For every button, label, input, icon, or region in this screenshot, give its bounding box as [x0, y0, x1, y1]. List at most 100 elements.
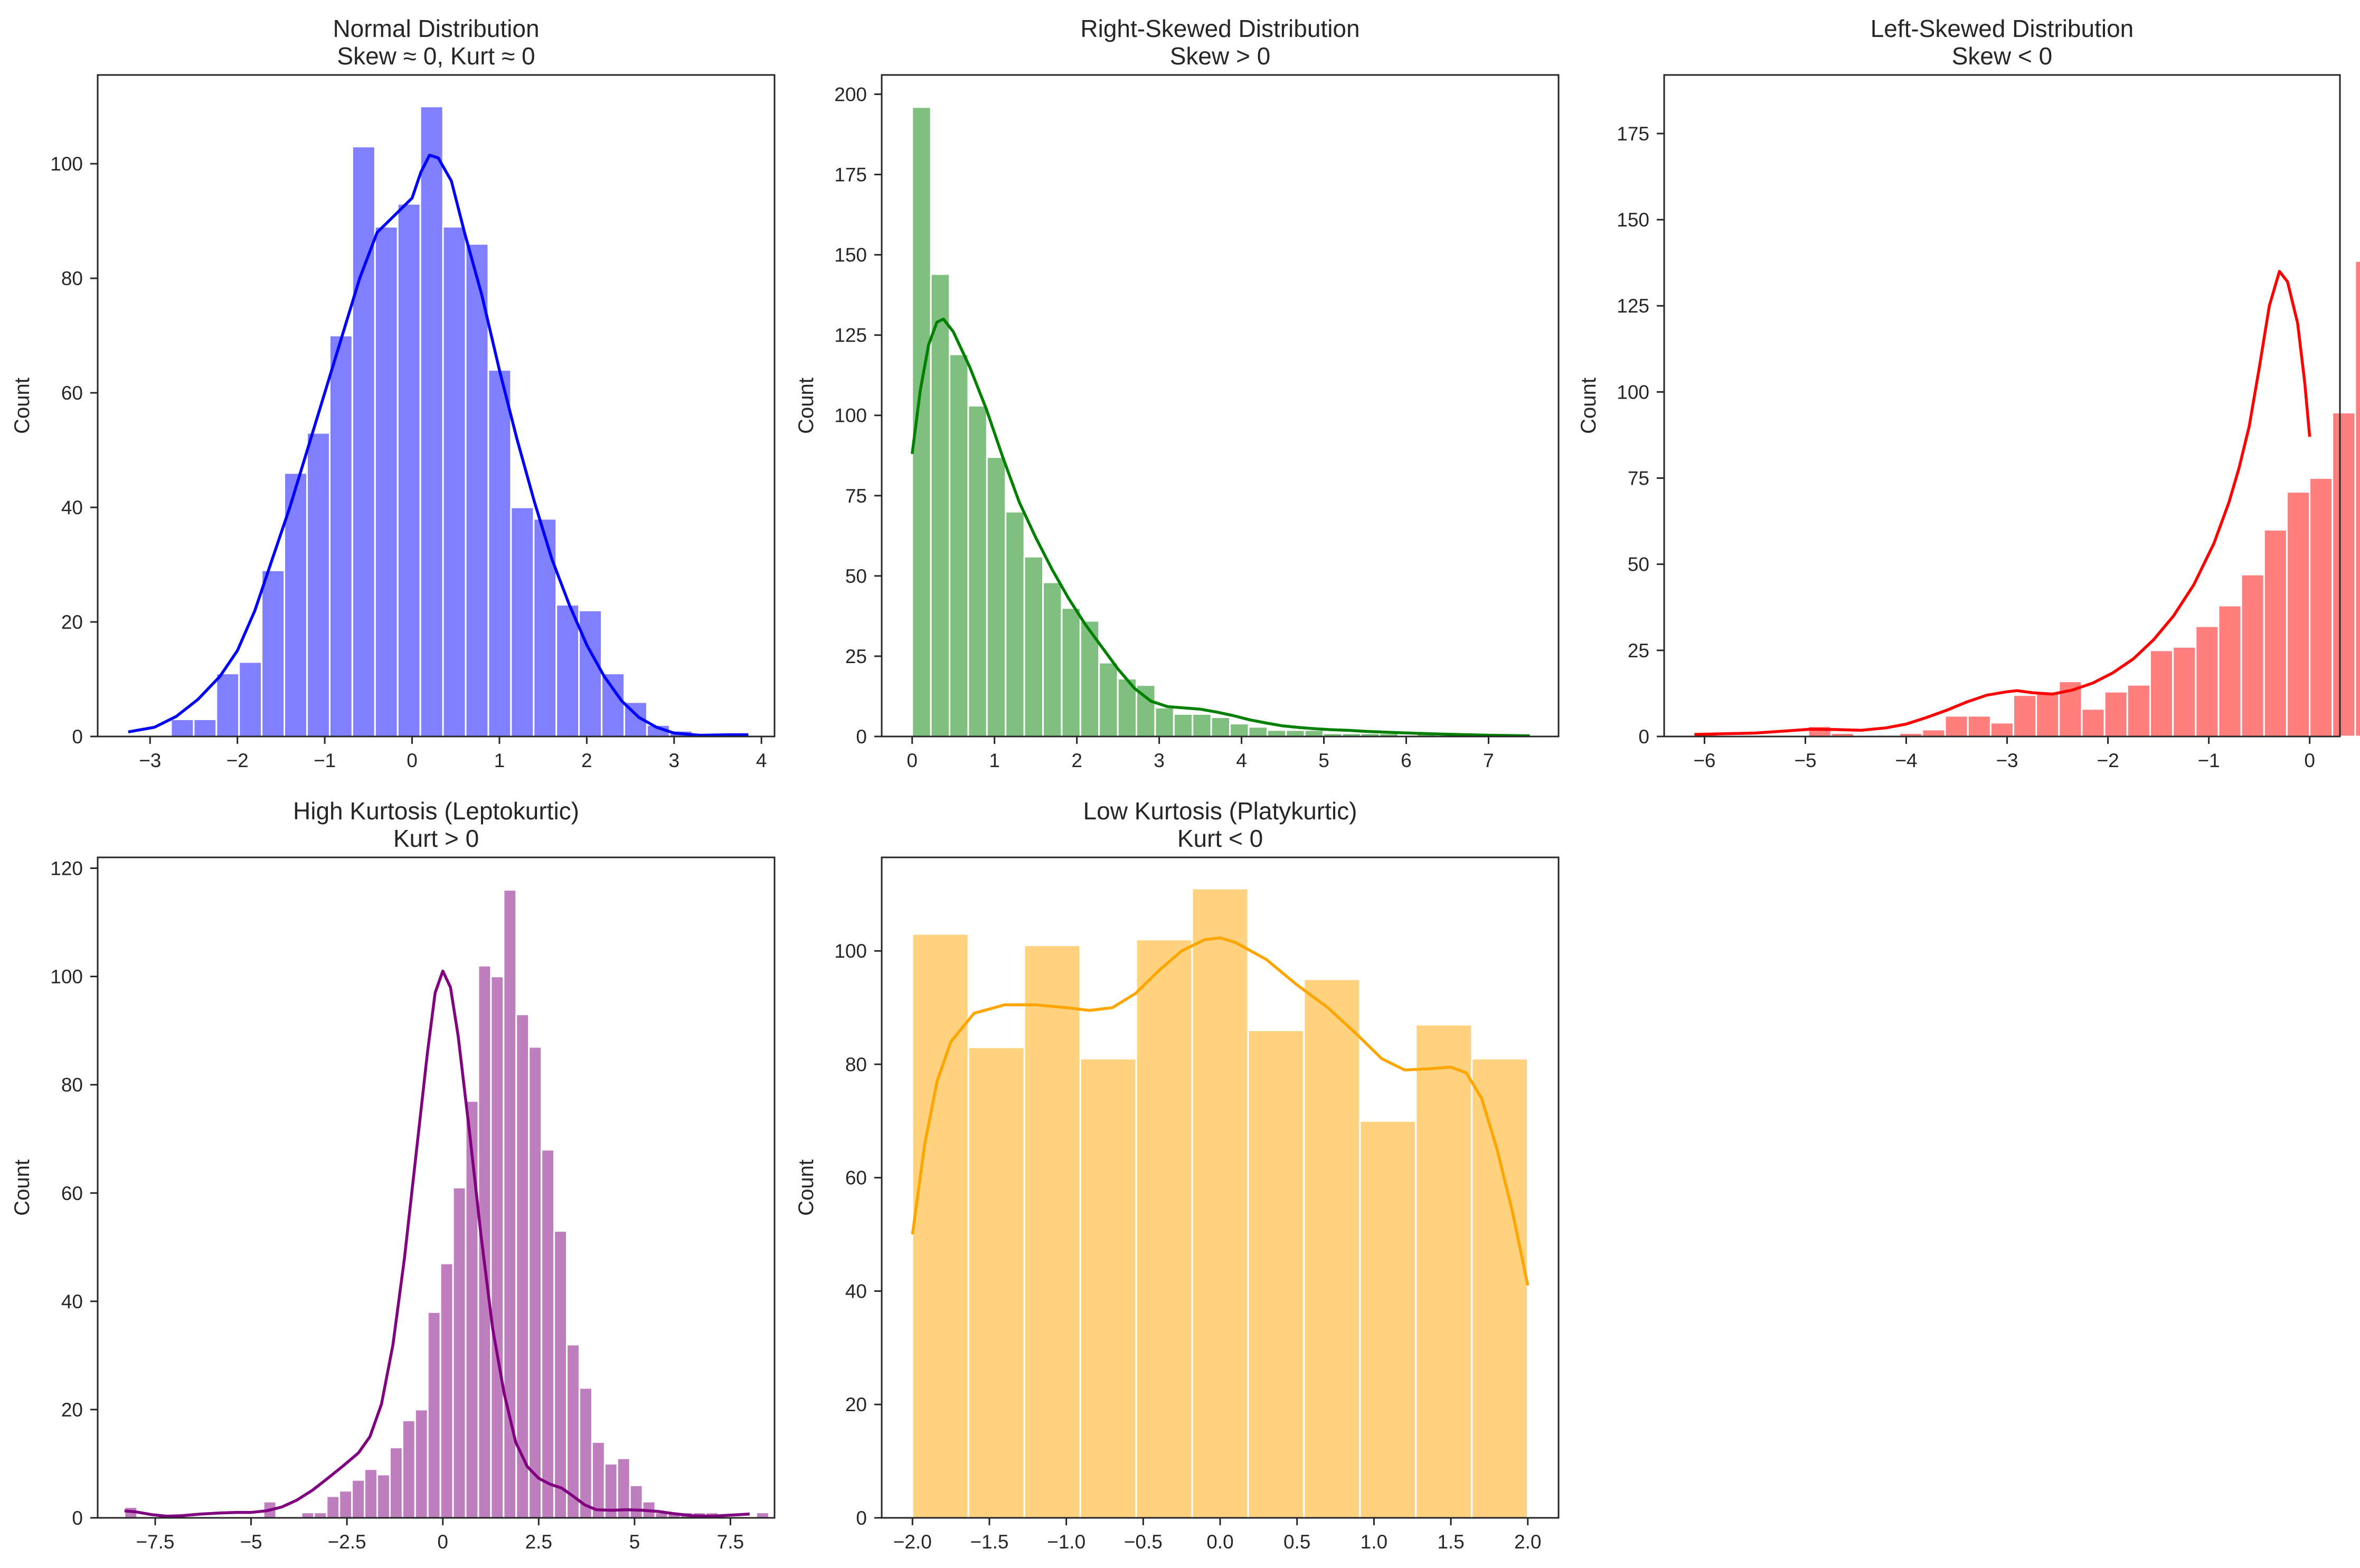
histogram-bar: [591, 1441, 606, 1519]
y-axis-label: Count: [11, 1159, 34, 1216]
histogram-bar: [2240, 573, 2265, 738]
histogram-bar: [2035, 691, 2060, 738]
histogram-bar: [1415, 1024, 1473, 1519]
histogram-bar: [313, 1512, 328, 1519]
histogram-bar: [515, 1013, 530, 1519]
y-tick-label: 60: [845, 1167, 867, 1189]
histogram-bar: [1023, 555, 1044, 738]
y-tick-label: 25: [845, 646, 867, 667]
y-tick-label: 100: [834, 940, 867, 962]
x-tick-label: 2: [581, 750, 592, 771]
histogram-bar: [601, 673, 625, 738]
y-tick-label: 100: [50, 966, 83, 988]
histogram-bar: [1944, 715, 1969, 738]
x-tick-label: −2: [2097, 750, 2119, 771]
histogram-bar: [2331, 412, 2356, 738]
histogram-bar: [1471, 1057, 1529, 1519]
histogram-bar: [967, 1046, 1025, 1519]
histogram-bar: [2309, 477, 2334, 738]
histogram-bar: [555, 603, 580, 738]
y-tick-label: 200: [834, 83, 867, 105]
x-tick-label: 3: [1154, 750, 1165, 771]
y-tick-label: 175: [1617, 123, 1649, 145]
y-tick-label: 50: [845, 565, 867, 587]
histogram-bar: [1967, 715, 1991, 738]
x-tick-label: 2.0: [1514, 1531, 1541, 1553]
chart-panel-5: −2.0 −1.5 −1.0 −0.5 0.0 0.5 1.0 1.5 2.0 0 20 40 60 80…: [795, 797, 1560, 1553]
chart-subtitle: Skew < 0: [1952, 42, 2053, 70]
x-tick-label: 7.5: [717, 1531, 744, 1553]
histogram-bar: [2172, 646, 2197, 738]
histogram-bar: [490, 976, 505, 1519]
histogram-bar: [2354, 260, 2360, 738]
x-tick-label: 0: [437, 1531, 448, 1553]
x-tick-label: −1: [2198, 750, 2220, 771]
x-tick-label: −2: [226, 750, 249, 771]
histogram-bar: [629, 1484, 644, 1519]
y-tick-label: 60: [61, 1183, 83, 1204]
chart-title: Normal Distribution: [333, 15, 539, 42]
y-axis-label: Count: [795, 1159, 818, 1216]
axes-frame: [881, 74, 1560, 738]
y-tick-label: 0: [856, 726, 867, 748]
histogram-bar: [1304, 729, 1325, 738]
histogram-bar: [1229, 723, 1250, 738]
y-axis-label: Count: [11, 377, 34, 434]
histogram-bar: [300, 1512, 315, 1519]
y-tick-label: 0: [72, 1507, 83, 1529]
chart-title: High Kurtosis (Leptokurtic): [293, 797, 579, 825]
y-tick-label: 40: [61, 1291, 83, 1312]
y-tick-label: 150: [834, 244, 867, 266]
histogram-bar: [351, 146, 376, 738]
histogram-bar: [1807, 725, 1832, 738]
y-tick-label: 125: [1617, 295, 1649, 317]
x-tick-label: 0: [907, 750, 918, 771]
x-tick-label: 4: [756, 750, 767, 771]
chart-subtitle: Skew > 0: [1170, 42, 1271, 70]
histogram-bar: [1285, 729, 1306, 738]
y-tick-label: 75: [1628, 468, 1649, 489]
chart-panel-4: −7.5 −5 −2.5 0 2.5 5 7.5 0 20 40 60 80 100 120 Count Hi…: [11, 797, 776, 1553]
histogram-bar: [949, 353, 969, 738]
x-tick-label: 5: [629, 1531, 640, 1553]
chart-panel-2: 0 1 2 3 4 5 6 7 0 25 50 75 100 125 150 175 200 Count Right…: [795, 15, 1560, 771]
x-tick-label: −3: [1996, 750, 2018, 771]
x-tick-label: −1.5: [970, 1531, 1008, 1553]
x-tick-label: −1.0: [1047, 1531, 1085, 1553]
histogram-bar: [215, 673, 240, 738]
kde-line: [910, 317, 1530, 738]
x-tick-label: −5: [240, 1531, 262, 1553]
kde-line: [911, 936, 1530, 1286]
x-tick-label: 1: [494, 750, 505, 771]
histogram-bar: [414, 1409, 429, 1519]
x-tick-label: 1.0: [1361, 1531, 1387, 1553]
y-tick-label: 20: [845, 1394, 867, 1415]
histogram-bar: [1359, 1120, 1417, 1519]
x-tick-label: 1: [989, 750, 1000, 771]
histogram-bar: [261, 569, 286, 738]
histogram-bar: [477, 965, 492, 1519]
histogram-bar: [1303, 978, 1361, 1519]
histogram-bar: [1154, 706, 1175, 738]
histogram-bar: [2103, 691, 2128, 738]
histogram-bar: [1173, 713, 1194, 738]
histogram-bar: [439, 1262, 454, 1519]
histogram-bar: [376, 1473, 391, 1519]
histogram-bar: [2126, 684, 2151, 738]
x-tick-label: 4: [1236, 750, 1247, 771]
histogram-bar: [1135, 939, 1193, 1519]
histogram-bar: [986, 456, 1007, 738]
histogram-bar: [238, 661, 263, 738]
y-tick-label: 80: [845, 1054, 867, 1075]
histogram-bar: [2217, 604, 2242, 738]
chart-subtitle: Kurt > 0: [393, 825, 479, 852]
histogram-bar: [1266, 729, 1287, 738]
histogram-bar: [326, 1495, 341, 1519]
histogram-bar: [2013, 694, 2037, 738]
y-tick-label: 150: [1617, 209, 1649, 231]
histogram-bar: [1005, 511, 1025, 738]
histogram-bar: [1192, 713, 1212, 738]
x-tick-label: 0.0: [1206, 1531, 1233, 1553]
histogram-bar: [1079, 1057, 1137, 1519]
